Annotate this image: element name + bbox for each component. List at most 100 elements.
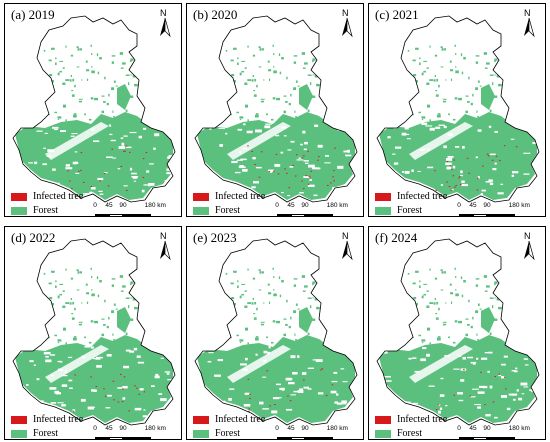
forest-patch bbox=[465, 318, 469, 320]
north-arrow-glyph bbox=[342, 240, 353, 261]
clearing bbox=[462, 356, 467, 360]
clearing bbox=[167, 186, 172, 189]
clearing bbox=[402, 170, 405, 173]
legend-label: Infected tree bbox=[33, 414, 84, 425]
infected-tree-mark bbox=[458, 177, 460, 179]
forest-patch bbox=[43, 272, 46, 275]
forest-patch bbox=[434, 74, 436, 77]
forest-patch bbox=[125, 109, 128, 113]
forest-patch bbox=[423, 70, 427, 73]
province-outline bbox=[194, 238, 358, 426]
legend-label: Infected tree bbox=[397, 191, 448, 202]
clearing bbox=[151, 385, 155, 388]
forest-patch bbox=[252, 297, 254, 300]
infected-tree-mark bbox=[487, 155, 490, 157]
scale-tick-label: 180 km bbox=[508, 202, 530, 209]
forest-patch bbox=[435, 89, 438, 92]
province-map bbox=[12, 238, 176, 426]
forest-patch bbox=[113, 116, 115, 119]
forest-patch bbox=[129, 318, 134, 321]
province-map bbox=[194, 15, 358, 203]
forest-patch bbox=[276, 320, 280, 324]
forest-patch bbox=[435, 317, 439, 320]
panel-title: (f) 2024 bbox=[375, 230, 418, 245]
forest-patch bbox=[62, 67, 65, 69]
clearing bbox=[500, 395, 508, 398]
forest-patch bbox=[436, 337, 441, 341]
forest-patch bbox=[76, 269, 79, 271]
forest-patch bbox=[307, 297, 312, 299]
infected-tree-mark bbox=[103, 388, 105, 390]
forest-patch bbox=[96, 276, 99, 280]
forest-patch bbox=[251, 302, 254, 305]
clearing bbox=[453, 368, 460, 370]
infected-tree-mark bbox=[454, 186, 456, 188]
forest-patch bbox=[111, 310, 115, 314]
scale-tick-label: 45 bbox=[287, 202, 295, 209]
clearing bbox=[447, 156, 454, 158]
infected-tree-mark bbox=[333, 180, 335, 182]
forest-patch bbox=[125, 74, 130, 76]
forest-patch bbox=[130, 297, 132, 299]
forest-area bbox=[15, 112, 173, 200]
clearing bbox=[99, 193, 104, 195]
forest-patch bbox=[435, 312, 438, 315]
infected-tree-mark bbox=[477, 177, 479, 179]
infected-tree-mark bbox=[292, 164, 294, 166]
clearing bbox=[61, 374, 68, 377]
clearing bbox=[347, 403, 350, 406]
forest-patch bbox=[239, 119, 242, 121]
legend-label: Infected tree bbox=[33, 191, 84, 202]
infected-tree-mark bbox=[123, 150, 125, 152]
forest-patch bbox=[433, 79, 436, 82]
clearing bbox=[285, 378, 293, 381]
scale-bar-segment bbox=[123, 437, 151, 439]
forest-patch bbox=[468, 76, 470, 80]
clearing bbox=[129, 350, 135, 353]
clearing bbox=[445, 162, 452, 166]
infected-tree-mark bbox=[145, 151, 148, 153]
forest-patch bbox=[458, 320, 462, 324]
forest-patch bbox=[258, 46, 261, 48]
forest-patch bbox=[452, 118, 456, 121]
infected-tree-mark bbox=[515, 146, 518, 148]
forest-patch bbox=[73, 113, 77, 115]
forest-patch bbox=[435, 94, 439, 97]
infected-tree-mark bbox=[260, 151, 263, 153]
clearing bbox=[166, 172, 173, 175]
forest-patch bbox=[237, 280, 239, 283]
forest-patch bbox=[115, 308, 118, 310]
clearing bbox=[107, 394, 112, 397]
clearing bbox=[523, 152, 531, 154]
forest-patch bbox=[494, 338, 498, 340]
forest-patch bbox=[247, 119, 249, 122]
forest-patch bbox=[415, 270, 419, 273]
clearing bbox=[60, 130, 66, 133]
clearing bbox=[43, 147, 46, 149]
forest-patch bbox=[268, 301, 271, 304]
clearing bbox=[384, 375, 391, 378]
scale-bar-segment bbox=[109, 437, 123, 439]
forest-patch bbox=[454, 267, 456, 270]
forest-patch bbox=[496, 276, 499, 280]
clearing bbox=[83, 193, 91, 195]
legend-infected: Infected tree bbox=[375, 414, 447, 425]
infected-tree-mark bbox=[126, 189, 128, 191]
scale-tick-label: 180 km bbox=[326, 202, 348, 209]
clearing bbox=[302, 130, 306, 134]
arrow-half-light bbox=[346, 240, 353, 261]
forest-patch bbox=[421, 72, 424, 76]
clearing bbox=[307, 367, 314, 370]
forest-patch bbox=[266, 336, 268, 339]
forest-patch bbox=[508, 75, 510, 77]
legend-forest: Forest bbox=[11, 428, 58, 439]
clearing bbox=[307, 388, 312, 390]
forest-patch bbox=[326, 75, 328, 77]
scale-bar-segment bbox=[473, 437, 487, 439]
infected-tree-mark bbox=[287, 395, 289, 397]
forest-patch bbox=[283, 110, 287, 114]
forest-patch bbox=[244, 104, 249, 108]
forest-patch bbox=[272, 320, 276, 323]
clearing bbox=[208, 352, 214, 354]
clearing bbox=[411, 169, 414, 173]
